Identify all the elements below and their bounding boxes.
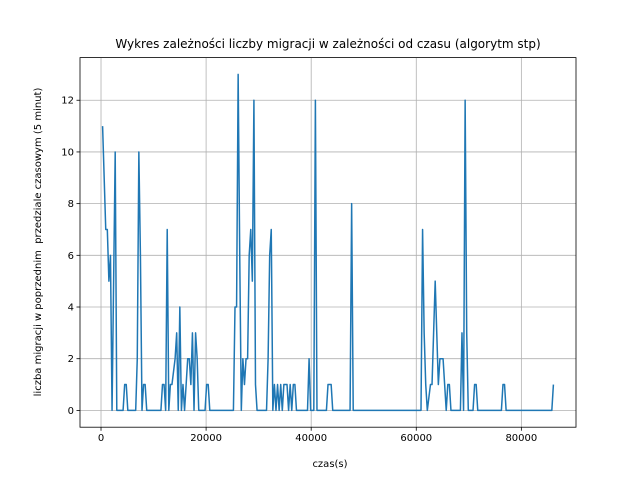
- data-line: [101, 73, 555, 412]
- x-tick-label: 0: [98, 433, 104, 444]
- x-tick-label: 60000: [400, 433, 432, 444]
- chart-title: Wykres zależności liczby migracji w zale…: [115, 37, 540, 51]
- x-tick-label: 20000: [190, 433, 222, 444]
- x-tick-label: 40000: [295, 433, 327, 444]
- plot-frame: [79, 57, 577, 428]
- y-axis-label: liczba migracji w poprzednim przedziale …: [33, 88, 44, 397]
- y-tick-label: 6: [68, 251, 74, 262]
- y-tick-label: 4: [68, 303, 74, 314]
- y-tick-label: 2: [68, 354, 74, 365]
- x-tick-label: 80000: [505, 433, 537, 444]
- y-tick-label: 0: [68, 406, 74, 417]
- y-tick-label: 8: [68, 199, 74, 210]
- y-tick-label: 10: [61, 147, 74, 158]
- y-tick-label: 12: [61, 96, 74, 107]
- x-axis-label: czas(s): [312, 459, 347, 470]
